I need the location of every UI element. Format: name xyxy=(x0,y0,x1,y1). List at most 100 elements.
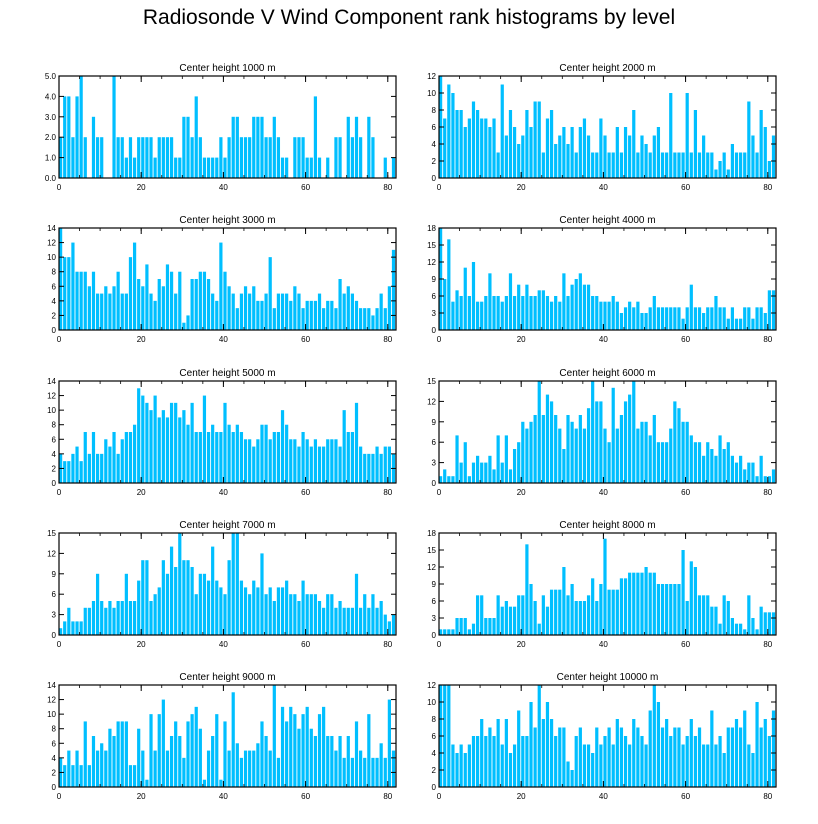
histogram-bar xyxy=(578,273,582,330)
x-tick-label: 40 xyxy=(219,335,228,344)
histogram-bar xyxy=(484,296,488,330)
histogram-bar xyxy=(112,286,116,330)
histogram-bar xyxy=(739,318,743,330)
histogram-bar xyxy=(309,300,313,330)
histogram-bar xyxy=(504,296,508,330)
histogram-bar xyxy=(289,706,293,787)
histogram-bar xyxy=(87,286,91,330)
histogram-bar xyxy=(120,439,124,483)
histogram-bar xyxy=(693,442,698,483)
histogram-bar xyxy=(591,753,595,787)
histogram-bar xyxy=(644,144,648,178)
histogram-bar xyxy=(475,736,480,787)
histogram-bar xyxy=(467,118,471,178)
histogram-bar xyxy=(363,594,367,635)
histogram-bar xyxy=(771,135,776,178)
histogram-bar xyxy=(326,736,330,787)
y-tick-label: 8 xyxy=(52,268,57,277)
histogram-bar xyxy=(512,127,517,178)
histogram-bar xyxy=(350,757,355,787)
histogram-bar xyxy=(496,719,500,787)
histogram-bar xyxy=(346,432,350,483)
histogram-bar xyxy=(313,736,318,787)
histogram-bar xyxy=(492,469,496,483)
histogram-bar xyxy=(334,607,338,635)
histogram-bar xyxy=(67,461,71,483)
y-tick-label: 14 xyxy=(47,224,56,233)
histogram-bar xyxy=(317,293,322,330)
figure-title: Radiosonde V Wind Component rank histogr… xyxy=(142,6,676,29)
histogram-bar xyxy=(223,721,227,787)
histogram-bar xyxy=(656,702,661,787)
histogram-bar xyxy=(747,744,751,787)
histogram-bar xyxy=(656,584,661,635)
histogram-bar xyxy=(751,618,755,635)
histogram-bar xyxy=(455,290,459,330)
histogram-bar xyxy=(145,402,149,483)
histogram-bar xyxy=(149,137,153,178)
chart-panel-8: Center height 8000 m 0 20 40 60 80 0 3 6 9 12 15 18 xyxy=(427,520,777,649)
histogram-bar xyxy=(537,101,541,178)
histogram-bar xyxy=(467,744,471,787)
plot-frame xyxy=(438,380,777,484)
histogram-bar xyxy=(685,307,689,330)
x-tick-label: 20 xyxy=(137,792,146,801)
histogram-bar xyxy=(128,257,133,330)
histogram-bar xyxy=(681,152,685,178)
histogram-bar xyxy=(500,606,504,635)
histogram-bar xyxy=(689,435,693,483)
histogram-bar xyxy=(611,387,615,483)
chart-panel-3: Center height 3000 m 0 20 40 60 80 0 2 4 6 8 10 12 14 xyxy=(47,215,397,344)
histogram-bar xyxy=(391,750,396,787)
histogram-bar xyxy=(297,728,301,787)
histogram-bar xyxy=(656,307,661,330)
histogram-bar xyxy=(219,779,223,787)
histogram-bar xyxy=(488,273,492,330)
histogram-bar xyxy=(562,127,566,178)
x-tick-label: 0 xyxy=(437,488,442,497)
histogram-bar xyxy=(79,621,83,635)
histogram-bar xyxy=(763,719,767,787)
histogram-bar xyxy=(87,765,91,787)
x-tick-label: 20 xyxy=(517,183,526,192)
histogram-bar xyxy=(537,623,541,635)
x-tick-label: 0 xyxy=(57,335,62,344)
histogram-bar xyxy=(95,293,100,330)
histogram-bar xyxy=(157,137,161,178)
histogram-bar xyxy=(730,144,735,178)
histogram-bar xyxy=(330,300,334,330)
histogram-bar xyxy=(714,744,718,787)
histogram-bar xyxy=(95,453,100,483)
x-tick-label: 60 xyxy=(681,792,690,801)
histogram-bar xyxy=(500,462,504,483)
x-tick-label: 40 xyxy=(599,183,608,192)
histogram-bar xyxy=(591,381,595,483)
histogram-bar xyxy=(59,228,63,330)
histogram-bar xyxy=(471,623,476,635)
histogram-bar xyxy=(334,439,338,483)
histogram-bar xyxy=(636,727,640,787)
y-tick-label: 3 xyxy=(432,614,437,623)
histogram-bar xyxy=(697,595,702,635)
histogram-bar xyxy=(182,757,186,787)
histogram-bar xyxy=(211,546,215,635)
histogram-bar xyxy=(566,595,570,635)
histogram-bar xyxy=(268,750,272,787)
histogram-bar xyxy=(293,594,297,635)
histogram-bar xyxy=(714,455,718,483)
histogram-bar xyxy=(309,728,313,787)
histogram-bar xyxy=(722,753,726,787)
histogram-bar xyxy=(190,714,194,787)
histogram-bar xyxy=(463,618,467,635)
histogram-bar xyxy=(248,137,252,178)
histogram-bar xyxy=(759,307,763,330)
histogram-bar xyxy=(83,721,87,787)
histogram-bar xyxy=(322,308,326,330)
histogram-bar xyxy=(174,157,178,178)
histogram-bar xyxy=(157,587,161,635)
histogram-bar xyxy=(75,446,79,483)
histogram-bar xyxy=(706,307,710,330)
histogram-bar xyxy=(256,116,260,178)
histogram-bar xyxy=(607,152,611,178)
panel-title: Center height 2000 m xyxy=(559,63,655,74)
